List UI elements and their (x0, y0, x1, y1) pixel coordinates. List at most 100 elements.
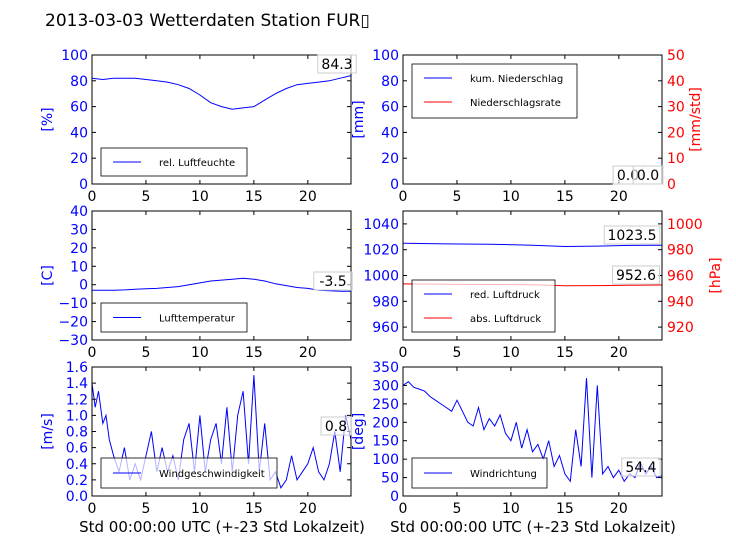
y-tick-label: 100 (372, 48, 399, 64)
y-axis-label: [C] (40, 265, 56, 286)
x-tick-label: 10 (191, 345, 209, 361)
panel-2: 0 5 10 15 20 0 20 40 60 80 100 0 10 20 30 40 50 [mm] [mm/s… (351, 48, 704, 205)
legend-entry: Windgeschwindigkeit (159, 469, 265, 480)
y2-tick-label: 10 (667, 151, 685, 167)
x-tick-label: 20 (610, 501, 628, 517)
x-tick-label: 0 (88, 345, 97, 361)
x-tick-label: 15 (556, 501, 574, 517)
legend-entry: abs. Luftdruck (470, 314, 541, 325)
x-tick-label: 0 (88, 501, 97, 517)
value-annotation-box (603, 225, 661, 245)
y-tick-label: 40 (70, 204, 88, 220)
y-tick-label: 30 (70, 222, 88, 238)
y-tick-label: −10 (58, 296, 88, 312)
x-tick-label: 0 (399, 189, 408, 205)
y-axis-label-right: [hPa] (708, 257, 724, 293)
y-tick-label: 150 (372, 434, 399, 450)
y-tick-label: 200 (372, 415, 399, 431)
y-tick-label: 80 (70, 74, 88, 90)
y-tick-label: 100 (61, 48, 88, 64)
x-tick-label: 10 (191, 189, 209, 205)
y-axis-label: [%] (40, 107, 56, 131)
legend: Lufttemperatur (100, 302, 248, 333)
y-tick-label: 60 (381, 100, 399, 116)
y2-tick-label: 980 (667, 243, 694, 259)
x-tick-label: 5 (141, 345, 150, 361)
y2-tick-label: 0 (667, 177, 676, 193)
y-tick-label: 1.0 (66, 408, 88, 424)
x-axis-label-right: Std 00:00:00 UTC (+-23 Std Lokalzeit) (390, 518, 676, 536)
legend-entry: Windrichtung (470, 469, 537, 480)
y-tick-label: 0.2 (66, 473, 88, 489)
y2-tick-label: 30 (667, 100, 685, 116)
value-annotation-box (317, 54, 357, 74)
y-tick-label: 1.2 (66, 392, 88, 408)
value-annotation-box (632, 165, 664, 185)
y2-axis-label: [mm/std] (688, 87, 704, 152)
plot-frame (91, 54, 352, 185)
y-tick-label: 20 (381, 151, 399, 167)
legend-entry: red. Luftdruck (470, 290, 540, 301)
y-tick-label: 0.6 (66, 441, 88, 457)
value-annotation-box (313, 271, 353, 291)
y-tick-label: 0.0 (66, 489, 88, 505)
x-tick-label: 15 (245, 501, 263, 517)
y-tick-label: 0 (390, 177, 399, 193)
x-tick-label: 10 (502, 345, 520, 361)
x-tick-label: 20 (299, 189, 317, 205)
y-tick-label: 250 (372, 397, 399, 413)
y2-tick-label: 960 (667, 269, 694, 285)
panel-6: 0 5 10 15 20050100150200250300350[deg]54.4Wi… (351, 360, 663, 517)
x-tick-label: 5 (141, 189, 150, 205)
y2-tick-label: 1000 (667, 217, 703, 233)
y-tick-label: 0 (79, 278, 88, 294)
legend: red. Luftdruck abs. Luftdruck (411, 279, 556, 333)
series-line-1 (92, 277, 351, 292)
y2-tick-label: 20 (667, 125, 685, 141)
plot-frame (402, 54, 663, 185)
x-tick-label: 5 (452, 189, 461, 205)
x-tick-label: 20 (610, 345, 628, 361)
y-tick-label: 60 (70, 100, 88, 116)
series-line-1 (91, 75, 352, 110)
y-tick-label: −30 (58, 333, 88, 349)
x-tick-label: 0 (399, 345, 408, 361)
y-tick-label: 40 (70, 125, 88, 141)
figure-title: 2013-03-03 Wetterdaten Station FUR▯ (45, 11, 370, 31)
y-tick-label: 0 (390, 489, 399, 505)
panel-4: 0 5 10 15 20 960 980 1000 1020 1040 920 940 960 980 10… (363, 210, 724, 361)
series-line-1 (402, 242, 663, 248)
legend-box (411, 279, 556, 333)
legend-entry: Lufttemperatur (159, 314, 236, 325)
x-tick-label: 10 (502, 189, 520, 205)
y-tick-label: 20 (70, 151, 88, 167)
panel-1: 0 5 10 15 20 0 20 40 60 80 100 [%] 84.3 rel. Luftfeuc… (40, 48, 357, 205)
legend: rel. Luftfeuchte (100, 147, 248, 177)
y-tick-label: 1.4 (66, 376, 88, 392)
value-annotation: 54.4 (625, 460, 656, 476)
y-axis-label: [deg] (351, 413, 367, 450)
value-annotation-box (621, 457, 661, 477)
y-tick-label: 300 (372, 378, 399, 394)
x-tick-label: 20 (610, 189, 628, 205)
legend-box (411, 63, 578, 119)
value-annotation: -3.5 (319, 274, 346, 290)
value-annotation: 0.8 (325, 419, 347, 435)
y-tick-label: −20 (58, 315, 88, 331)
y2-tick-label: 40 (667, 74, 685, 90)
x-tick-label: 15 (245, 345, 263, 361)
x-tick-label: 10 (502, 501, 520, 517)
value-annotation-box (612, 265, 660, 285)
value-annotation: 84.3 (321, 57, 352, 73)
plot-frame (402, 366, 663, 497)
legend: Windrichtung (411, 457, 548, 489)
value-annotation: 0.0 (637, 168, 659, 184)
y-tick-label: 80 (381, 74, 399, 90)
y-tick-label: 1040 (363, 217, 399, 233)
x-tick-label: 0 (88, 189, 97, 205)
y-tick-label: 100 (372, 452, 399, 468)
legend: Windgeschwindigkeit (100, 457, 278, 489)
x-tick-label: 15 (556, 189, 574, 205)
